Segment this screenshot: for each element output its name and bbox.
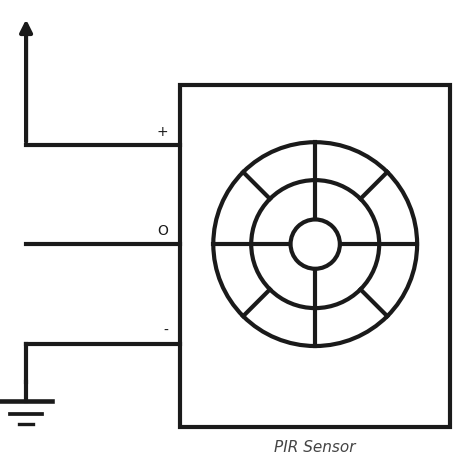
Ellipse shape [213, 142, 417, 346]
Text: PIR Sensor: PIR Sensor [274, 440, 356, 455]
Ellipse shape [251, 180, 379, 308]
Text: O: O [157, 224, 168, 238]
Text: +: + [156, 125, 168, 139]
Bar [180, 85, 450, 427]
Text: -: - [164, 324, 168, 338]
Ellipse shape [291, 219, 340, 269]
